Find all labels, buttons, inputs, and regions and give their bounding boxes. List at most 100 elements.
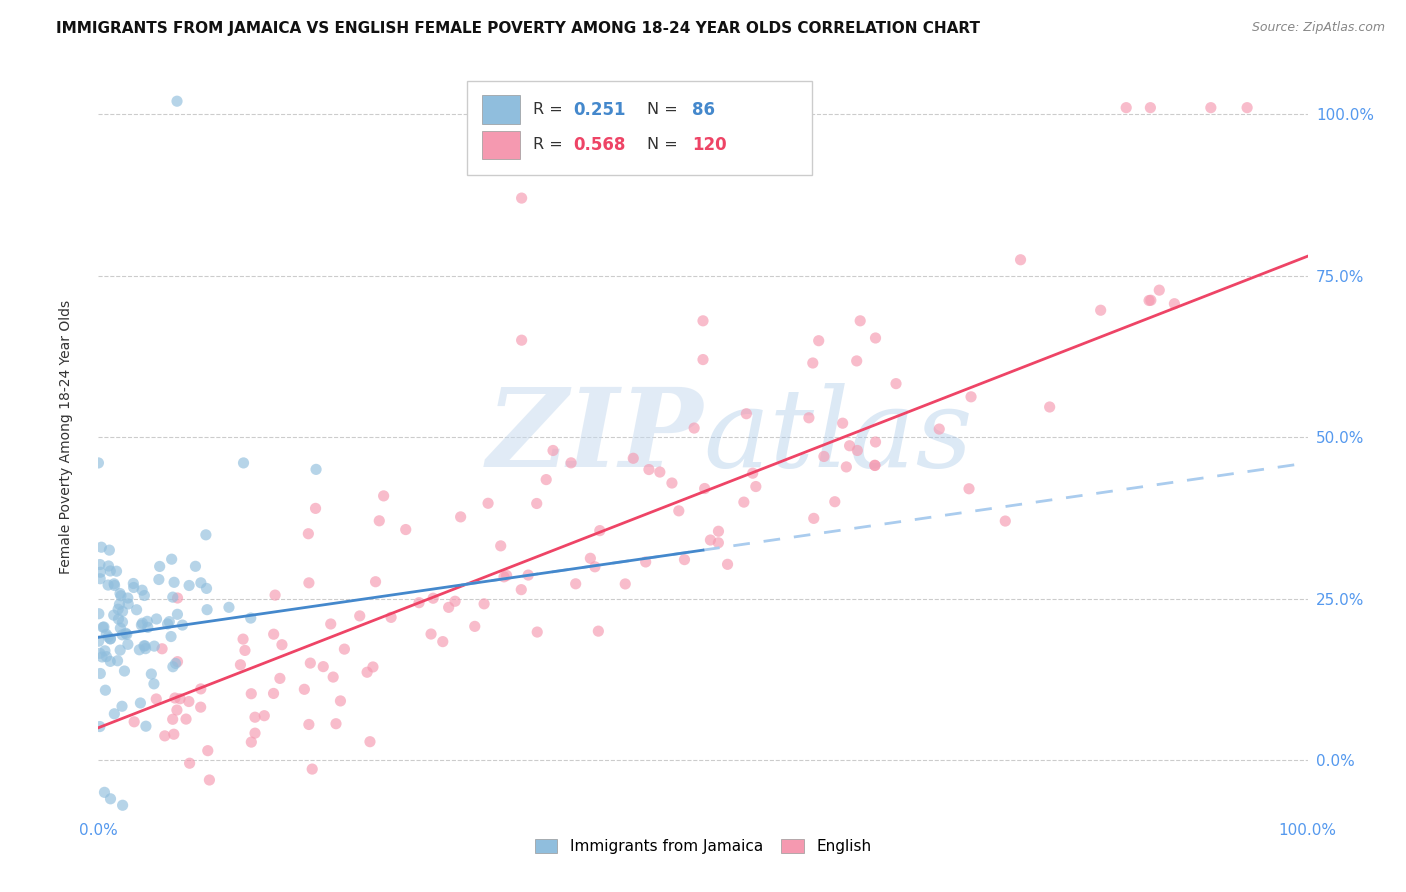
Point xyxy=(253,708,276,723)
Point xyxy=(863,458,886,473)
Point xyxy=(122,581,145,595)
Point xyxy=(329,694,352,708)
Point xyxy=(692,314,714,328)
Point xyxy=(541,443,564,458)
Point xyxy=(179,756,201,771)
Point xyxy=(240,687,263,701)
Point xyxy=(957,482,980,496)
Point xyxy=(420,627,443,641)
Point xyxy=(111,628,134,642)
Point xyxy=(96,627,118,641)
Point xyxy=(103,706,125,721)
Point xyxy=(299,656,322,670)
Point xyxy=(107,612,129,626)
Bar xyxy=(482,95,520,124)
Point xyxy=(510,191,533,205)
Point xyxy=(103,608,125,623)
Point xyxy=(735,407,758,421)
Point xyxy=(114,626,136,640)
Point xyxy=(134,589,156,603)
Point xyxy=(464,619,486,633)
Point xyxy=(325,716,347,731)
Point xyxy=(1137,293,1160,308)
Point xyxy=(364,574,387,589)
Point xyxy=(526,625,548,640)
Point xyxy=(117,591,139,605)
Point xyxy=(239,611,262,625)
Point xyxy=(305,462,328,476)
Point xyxy=(849,314,872,328)
Point xyxy=(1149,283,1171,297)
Point xyxy=(136,620,159,634)
Point xyxy=(298,717,321,731)
Point xyxy=(301,762,323,776)
Text: N =: N = xyxy=(647,103,683,117)
Point xyxy=(89,558,111,572)
Point xyxy=(621,451,644,466)
Point xyxy=(111,798,134,813)
Text: 0.251: 0.251 xyxy=(574,101,626,119)
Point xyxy=(492,570,515,584)
Point xyxy=(693,482,716,496)
Point xyxy=(271,638,294,652)
Point xyxy=(1236,101,1258,115)
Point xyxy=(707,524,730,539)
Point xyxy=(298,575,321,590)
Point xyxy=(319,617,342,632)
Point xyxy=(94,683,117,698)
Point xyxy=(166,703,188,717)
Point xyxy=(1139,101,1161,115)
Text: Source: ZipAtlas.com: Source: ZipAtlas.com xyxy=(1251,21,1385,35)
Point xyxy=(243,710,266,724)
Point xyxy=(1010,252,1032,267)
Point xyxy=(194,528,217,542)
Point xyxy=(716,558,738,572)
Point xyxy=(831,416,853,430)
Text: ZIP: ZIP xyxy=(486,384,703,491)
Point xyxy=(128,642,150,657)
Point xyxy=(190,575,212,590)
Point xyxy=(122,714,145,729)
Point xyxy=(110,589,132,603)
Point xyxy=(450,509,472,524)
Point xyxy=(564,576,586,591)
Point xyxy=(87,607,110,621)
Point xyxy=(89,566,111,580)
Point xyxy=(160,630,183,644)
Point xyxy=(100,792,122,806)
Point xyxy=(634,555,657,569)
Point xyxy=(560,456,582,470)
Point xyxy=(89,646,111,660)
Point xyxy=(707,535,730,549)
Point xyxy=(588,624,610,639)
Point xyxy=(91,649,114,664)
Point xyxy=(97,630,120,644)
Point xyxy=(87,634,110,648)
Point xyxy=(432,634,454,648)
Point xyxy=(349,608,371,623)
Point xyxy=(98,543,121,558)
Point xyxy=(444,594,467,608)
Point xyxy=(156,616,179,631)
Point xyxy=(408,596,430,610)
Point xyxy=(1199,101,1222,115)
Point xyxy=(1163,296,1185,310)
Point xyxy=(648,465,671,479)
Point xyxy=(166,607,188,622)
Point xyxy=(526,496,548,510)
Point xyxy=(243,726,266,740)
Point xyxy=(495,568,517,582)
Point xyxy=(97,559,120,574)
Point xyxy=(172,618,194,632)
Point xyxy=(134,639,156,653)
Point xyxy=(960,390,983,404)
Point xyxy=(614,577,637,591)
Point xyxy=(145,692,167,706)
Point xyxy=(111,604,134,618)
Point xyxy=(994,514,1017,528)
Point xyxy=(131,616,153,631)
Point xyxy=(333,642,356,657)
Point xyxy=(190,681,212,696)
Point xyxy=(472,597,495,611)
FancyBboxPatch shape xyxy=(467,81,811,175)
